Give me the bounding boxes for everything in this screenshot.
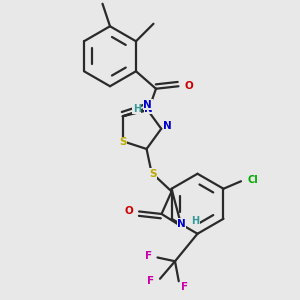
Text: O: O	[124, 206, 133, 217]
Text: F: F	[146, 251, 152, 261]
Text: F: F	[181, 283, 188, 292]
Text: O: O	[185, 81, 194, 91]
Text: F: F	[147, 276, 154, 286]
Text: N: N	[144, 104, 153, 114]
Text: H: H	[133, 104, 141, 114]
Text: N: N	[143, 100, 152, 110]
Text: H: H	[192, 217, 200, 226]
Text: S: S	[149, 169, 157, 179]
Text: S: S	[119, 137, 127, 148]
Text: N: N	[163, 121, 172, 131]
Text: N: N	[177, 219, 186, 229]
Text: Cl: Cl	[247, 175, 258, 185]
